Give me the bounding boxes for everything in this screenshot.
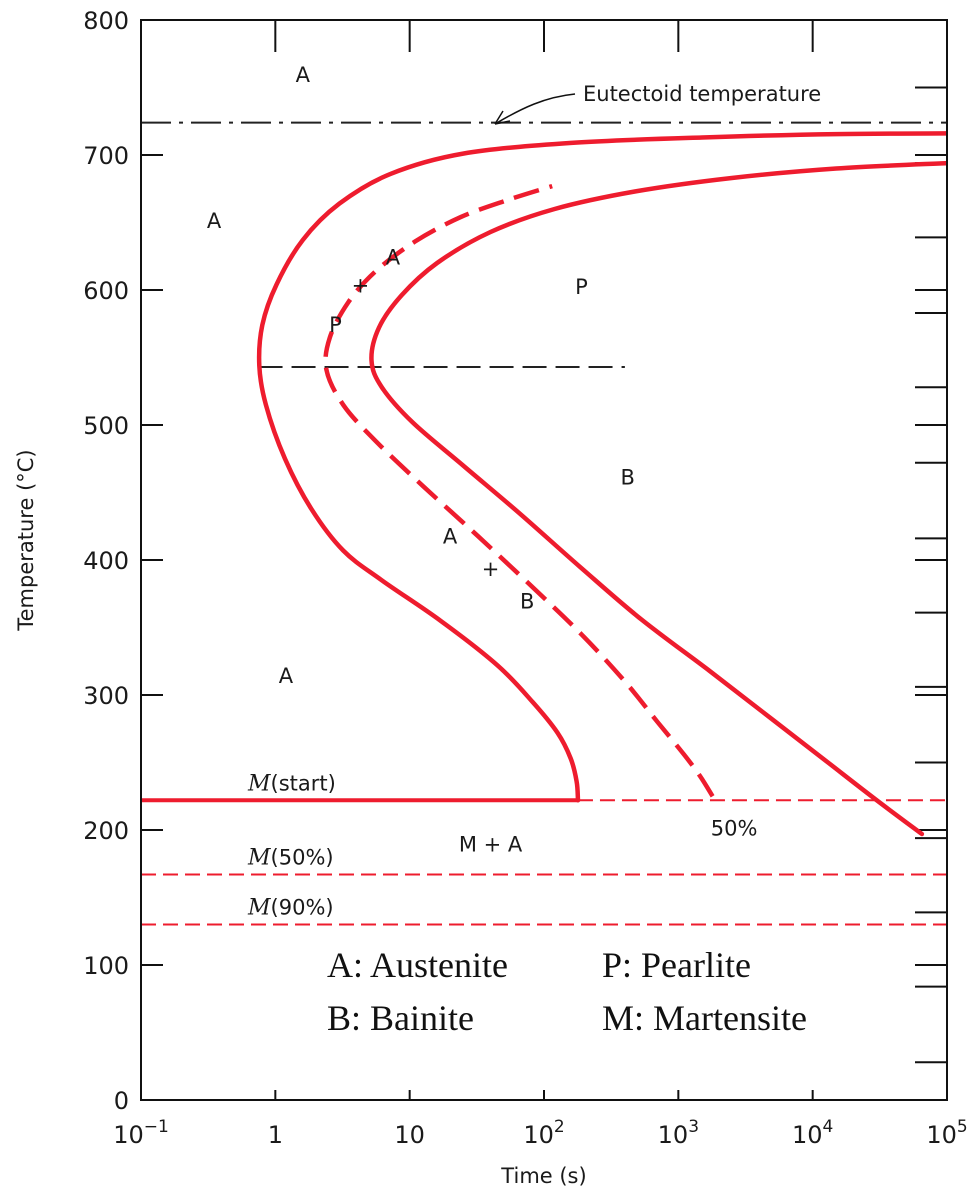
x-tick-label-1: 1 xyxy=(268,1121,283,1149)
region-label-11: M + A xyxy=(459,833,523,857)
labels: 0 100 200 300 400 500 600 700 800 10−1 1 10 102 103 10… xyxy=(83,7,968,1149)
reference-lines xyxy=(141,121,947,926)
curve-finish xyxy=(369,160,947,837)
x-tick-label-4: 103 xyxy=(658,1117,699,1149)
eutectoid-label: Eutectoid temperature xyxy=(583,82,821,106)
y-tick-label-500: 500 xyxy=(83,412,129,440)
region-label-8: + xyxy=(482,557,500,581)
x-tick-label-2: 10 xyxy=(394,1121,425,1149)
x-tick-label-5: 104 xyxy=(792,1117,833,1149)
y-tick-label-0: 0 xyxy=(114,1087,129,1115)
legend-pearlite: P: Pearlite xyxy=(602,945,751,985)
x-tick-label-6: 105 xyxy=(926,1117,967,1149)
region-label-5: P xyxy=(329,313,342,337)
eutectoid-arrowhead xyxy=(494,110,511,125)
region-label-9: B xyxy=(520,590,534,614)
y-tick-label-700: 700 xyxy=(83,142,129,170)
y-tick-label-100: 100 xyxy=(83,952,129,980)
curve-start xyxy=(256,131,947,803)
legend: A: Austenite P: Pearlite B: Bainite M: M… xyxy=(327,945,807,1038)
y-tick-label-300: 300 xyxy=(83,682,129,710)
region-label-6: B xyxy=(621,465,635,489)
x-axis-title: Time (s) xyxy=(500,1164,586,1188)
y-tick-label-400: 400 xyxy=(83,547,129,575)
region-label-3: A xyxy=(386,245,401,269)
region-label-10: A xyxy=(279,664,294,688)
legend-bainite: B: Bainite xyxy=(327,998,474,1038)
m-label-0: M(start) xyxy=(247,771,336,796)
y-tick-label-200: 200 xyxy=(83,817,129,845)
x-tick-label-0: 10−1 xyxy=(113,1117,169,1149)
plot-frame xyxy=(140,19,948,1101)
transformation-curves xyxy=(256,131,947,837)
y-axis-title: Temperature (°C) xyxy=(14,449,38,631)
region-label-1: A xyxy=(207,209,222,233)
curve-50pct xyxy=(323,183,715,798)
axis-ticks xyxy=(140,19,948,1101)
legend-austenite: A: Austenite xyxy=(327,945,508,985)
legend-martensite: M: Martensite xyxy=(602,998,807,1038)
eutectoid-arrow xyxy=(494,93,576,125)
region-label-12: 50% xyxy=(711,816,758,840)
region-label-2: P xyxy=(575,275,588,299)
region-label-0: A xyxy=(296,63,311,87)
y-tick-label-800: 800 xyxy=(83,7,129,35)
region-label-7: A xyxy=(443,525,458,549)
m-label-1: M(50%) xyxy=(247,846,334,871)
x-tick-label-3: 102 xyxy=(523,1117,564,1149)
m-label-2: M(90%) xyxy=(247,896,334,921)
region-label-4: + xyxy=(352,274,370,298)
y-tick-label-600: 600 xyxy=(83,277,129,305)
